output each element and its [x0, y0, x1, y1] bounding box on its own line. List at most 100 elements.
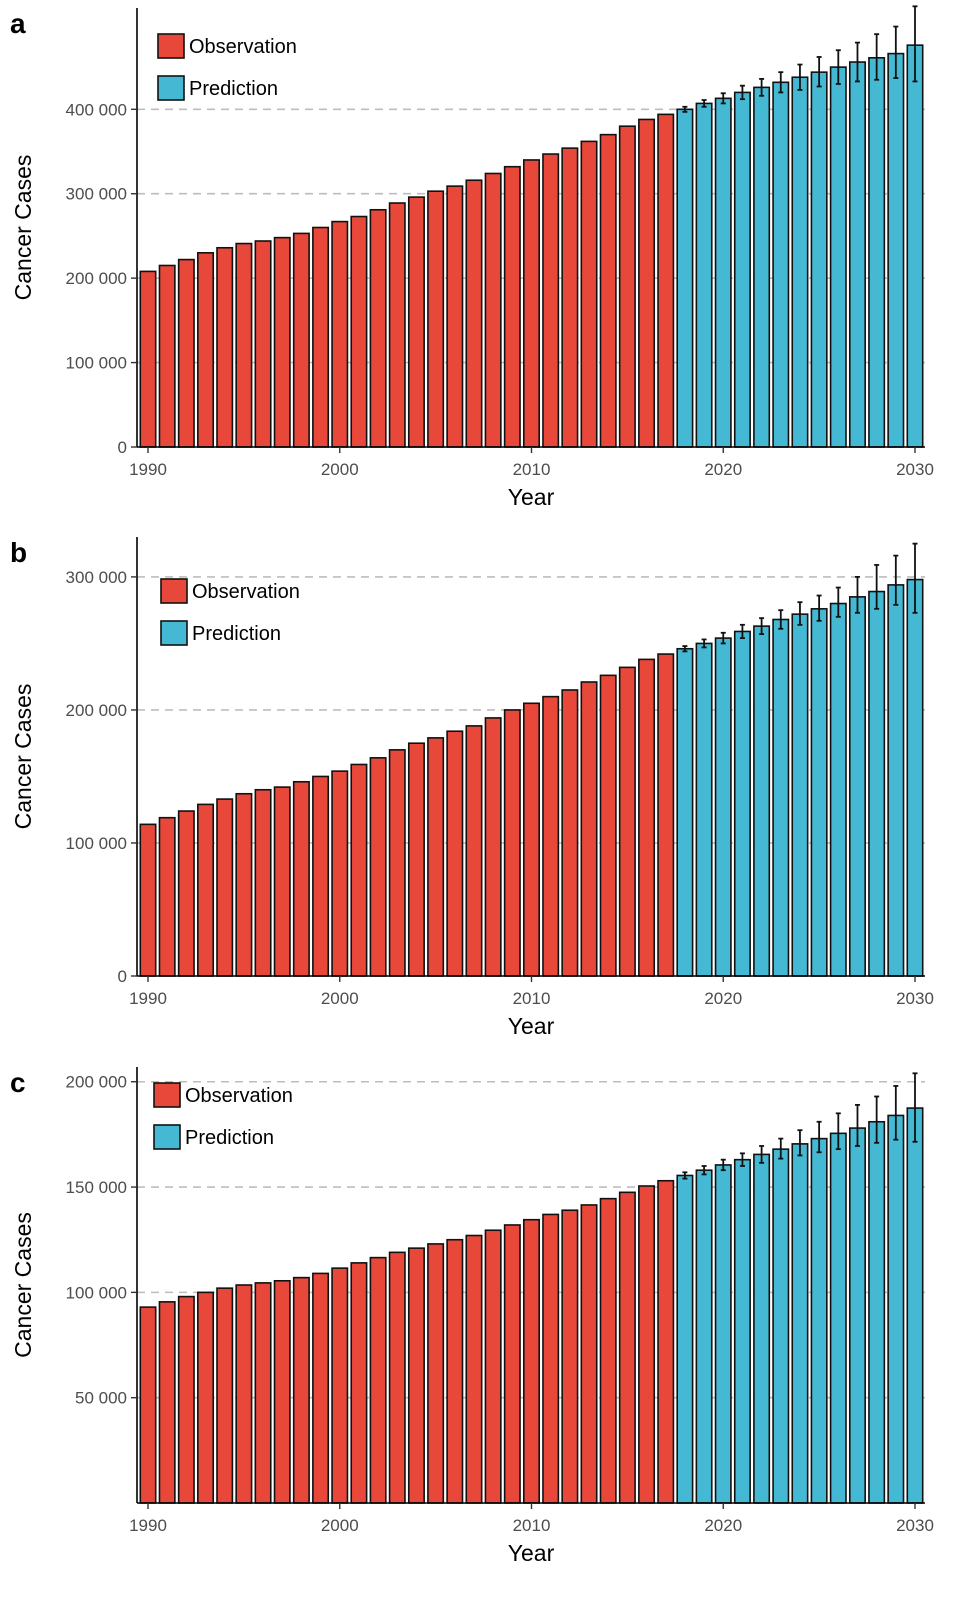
- legend-label-observation: Observation: [189, 36, 297, 58]
- chart-panel-b: b 0 100 000 200 000 300 000 1990 2000 2010 2020 2…: [10, 537, 934, 1039]
- bar-prediction-2030: [906, 44, 924, 448]
- error-bar-2024: [797, 63, 803, 91]
- y-tick-label: 400 000: [66, 100, 127, 119]
- legend-swatch-prediction: [160, 620, 188, 646]
- legend-label-prediction: Prediction: [189, 78, 278, 100]
- bar-observation-2005: [427, 190, 445, 448]
- bar-prediction-2029: [887, 584, 905, 977]
- bar-prediction-2027: [848, 1127, 866, 1504]
- error-bar-2021: [739, 84, 745, 101]
- bar-observation-2011: [542, 695, 560, 977]
- bar-prediction-2018: [676, 1174, 694, 1504]
- legend-swatch-prediction: [157, 75, 185, 101]
- bar-observation-2014: [599, 674, 617, 977]
- error-bar-2027: [854, 41, 860, 83]
- x-tick-label: 2000: [321, 460, 359, 479]
- bar-observation-1995: [235, 792, 253, 977]
- y-tick-label: 200 000: [66, 269, 127, 288]
- panel-label: a: [10, 8, 26, 39]
- bar-prediction-2022: [753, 625, 771, 977]
- legend-swatch-observation: [160, 578, 188, 604]
- y-tick-label: 100 000: [66, 354, 127, 373]
- bar-observation-1999: [312, 226, 330, 448]
- bar-observation-2003: [388, 202, 406, 448]
- bar-observation-2002: [369, 208, 387, 448]
- bar-observation-1996: [254, 1282, 272, 1504]
- legend-swatch-observation: [157, 33, 185, 59]
- bar-observation-2009: [503, 1224, 521, 1504]
- bar-observation-1997: [273, 1279, 291, 1504]
- x-tick-label: 2000: [321, 1516, 359, 1535]
- y-tick-label: 300 000: [66, 568, 127, 587]
- error-bar-2029: [893, 25, 899, 79]
- bar-observation-1991: [158, 1301, 176, 1504]
- bar-observation-2004: [407, 1247, 425, 1504]
- panel-label: b: [10, 537, 27, 568]
- bar-observation-2013: [580, 681, 598, 977]
- error-bar-2019: [701, 99, 707, 108]
- bar-observation-2000: [331, 770, 349, 977]
- bar-prediction-2024: [791, 613, 809, 977]
- bar-observation-1995: [235, 1284, 253, 1504]
- bar-prediction-2018: [676, 108, 694, 448]
- bar-prediction-2019: [695, 102, 713, 448]
- x-tick-label: 2010: [513, 989, 551, 1008]
- error-bar-2020: [720, 92, 726, 105]
- bar-observation-2015: [618, 125, 636, 448]
- bar-observation-2003: [388, 749, 406, 977]
- y-tick-label: 150 000: [66, 1178, 127, 1197]
- error-bar-2023: [778, 71, 784, 94]
- bar-prediction-2023: [772, 1148, 790, 1504]
- bar-observation-2009: [503, 709, 521, 977]
- error-bar-2026: [835, 1112, 841, 1151]
- bar-observation-2016: [638, 1185, 656, 1504]
- bar-observation-1998: [292, 232, 310, 448]
- error-bar-2028: [874, 564, 880, 610]
- bar-prediction-2021: [733, 91, 751, 448]
- error-bar-2025: [816, 1120, 822, 1154]
- y-tick-label: 100 000: [66, 1283, 127, 1302]
- bar-observation-2015: [618, 666, 636, 977]
- bar-observation-1990: [139, 1306, 157, 1504]
- bar-observation-2001: [350, 763, 368, 977]
- bar-observation-2006: [446, 730, 464, 977]
- bar-observation-1995: [235, 242, 253, 448]
- x-tick-label: 1990: [129, 1516, 167, 1535]
- bar-prediction-2026: [829, 1132, 847, 1504]
- bar-observation-2002: [369, 1256, 387, 1504]
- bar-prediction-2023: [772, 618, 790, 977]
- bar-observation-2011: [542, 1213, 560, 1504]
- error-bar-2022: [759, 617, 765, 636]
- error-bar-2028: [874, 33, 880, 81]
- x-tick-label: 1990: [129, 460, 167, 479]
- x-tick-label: 2020: [704, 1516, 742, 1535]
- bar-observation-1998: [292, 1276, 310, 1504]
- bar-observation-2008: [484, 172, 502, 448]
- legend-swatch-prediction: [153, 1124, 181, 1150]
- x-axis-title: Year: [508, 1540, 555, 1566]
- panel-label: c: [10, 1067, 26, 1098]
- error-bar-2028: [874, 1095, 880, 1144]
- bar-observation-2012: [561, 1209, 579, 1504]
- bar-observation-2010: [522, 159, 540, 448]
- y-tick-label: 300 000: [66, 185, 127, 204]
- bar-observation-1997: [273, 236, 291, 448]
- bar-prediction-2028: [868, 1120, 886, 1504]
- error-bar-2021: [739, 623, 745, 640]
- error-bar-2023: [778, 609, 784, 630]
- y-tick-label: 100 000: [66, 834, 127, 853]
- bar-observation-1996: [254, 240, 272, 448]
- bar-observation-2013: [580, 140, 598, 448]
- bar-prediction-2026: [829, 602, 847, 977]
- x-tick-label: 2020: [704, 989, 742, 1008]
- y-tick-label: 200 000: [66, 1073, 127, 1092]
- y-tick-label: 0: [118, 967, 127, 986]
- error-bar-2023: [778, 1137, 784, 1160]
- error-bar-2018: [682, 105, 688, 113]
- error-bar-2027: [854, 576, 860, 614]
- y-tick-label: 50 000: [75, 1389, 127, 1408]
- y-tick-label: 0: [118, 438, 127, 457]
- bar-prediction-2027: [848, 596, 866, 977]
- chart-panel-c: c 50 000 100 000 150 000 200 000 1990 2000 2010…: [10, 1067, 934, 1566]
- bar-prediction-2030: [906, 1107, 924, 1504]
